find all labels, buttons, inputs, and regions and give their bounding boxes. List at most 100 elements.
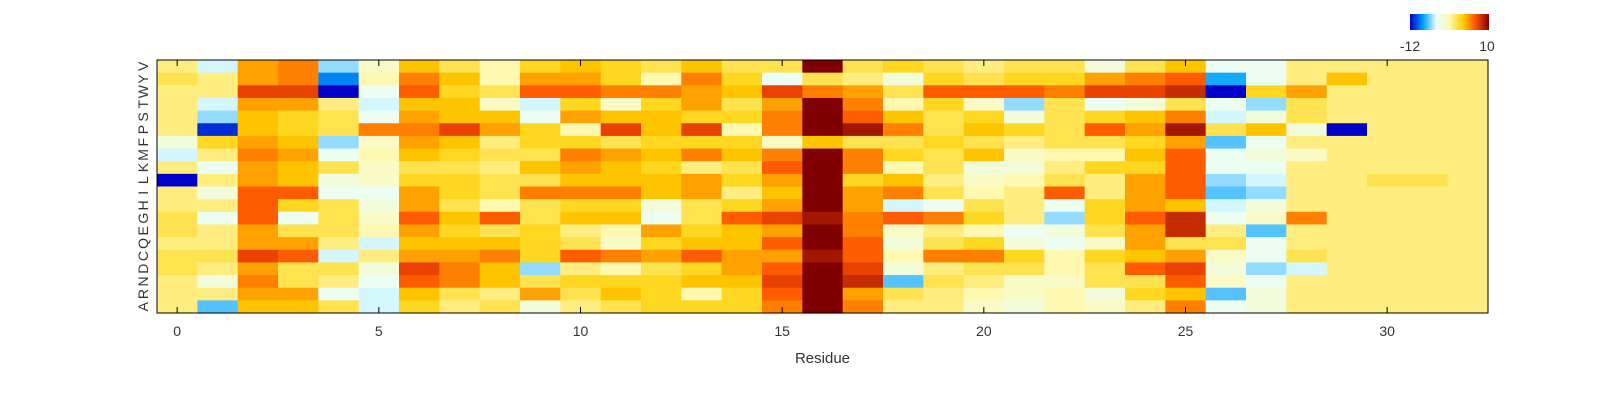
heatmap-cell-E-8 [479, 224, 521, 238]
heatmap-cell-N-26 [1205, 275, 1247, 289]
heatmap-cell-S-30 [1367, 110, 1408, 124]
heatmap-cell-F-24 [1125, 135, 1166, 150]
heatmap-cell-K-19 [923, 161, 965, 175]
heatmap-cell-G-20 [963, 211, 1005, 226]
heatmap-cell-K-5 [358, 161, 400, 175]
heatmap-cell-L-28 [1286, 173, 1328, 188]
heatmap-cell-V-24 [1125, 60, 1166, 74]
heatmap-cell-N-20 [963, 275, 1005, 289]
heatmap-cell-R-22 [1044, 287, 1086, 301]
heatmap-cell-N-24 [1125, 275, 1166, 289]
heatmap-cell-P-26 [1205, 123, 1247, 137]
heatmap-cell-Y-2 [237, 72, 279, 86]
heatmap-cell-D-23 [1084, 262, 1126, 276]
heatmap-cell-T-14 [721, 97, 763, 112]
heatmap-cell-K-25 [1165, 161, 1207, 175]
heatmap-cell-C-9 [520, 249, 561, 263]
heatmap-cell-Y-9 [520, 72, 561, 86]
heatmap-cell-M-4 [318, 148, 360, 162]
heatmap-cell-P-29 [1326, 123, 1368, 137]
x-tick-label-20: 20 [976, 323, 992, 339]
heatmap-cell-H-28 [1286, 199, 1328, 213]
heatmap-cell-S-11 [600, 110, 642, 124]
heatmap-cell-A-7 [439, 300, 481, 314]
heatmap-cell-K-1 [197, 161, 239, 175]
heatmap-cell-L-23 [1084, 173, 1126, 188]
x-tick-label-25: 25 [1178, 323, 1194, 339]
heatmap-cell-H-9 [520, 199, 561, 213]
heatmap-cell-L-27 [1246, 173, 1287, 188]
heatmap-cell-D-0 [157, 262, 198, 276]
heatmap-cell-S-8 [479, 110, 521, 124]
heatmap-cell-V-13 [681, 60, 723, 74]
heatmap-cell-S-21 [1004, 110, 1045, 124]
heatmap-cell-G-31 [1407, 211, 1449, 226]
heatmap-cell-G-15 [762, 211, 803, 226]
heatmap-cell-Q-14 [721, 237, 763, 251]
heatmap-cell-G-24 [1125, 211, 1166, 226]
heatmap-cell-Q-26 [1205, 237, 1247, 251]
heatmap-cell-L-29 [1326, 173, 1368, 188]
heatmap-cell-G-14 [721, 211, 763, 226]
heatmap-cell-G-16 [802, 211, 844, 226]
heatmap-cell-A-30 [1367, 300, 1408, 314]
heatmap-cell-Q-6 [399, 237, 440, 251]
heatmap-cell-Q-21 [1004, 237, 1045, 251]
heatmap-cell-C-29 [1326, 249, 1368, 263]
heatmap-cell-Y-28 [1286, 72, 1328, 86]
heatmap-cell-N-11 [600, 275, 642, 289]
heatmap-cell-M-25 [1165, 148, 1207, 162]
heatmap-cell-L-12 [641, 173, 682, 188]
heatmap-cell-W-17 [842, 85, 884, 99]
heatmap-cell-Q-24 [1125, 237, 1166, 251]
heatmap-cell-L-24 [1125, 173, 1166, 188]
heatmap-cell-F-14 [721, 135, 763, 150]
row-label-K: K [135, 162, 151, 172]
heatmap-cell-I-6 [399, 186, 440, 200]
heatmap-cell-R-5 [358, 287, 400, 301]
heatmap-cell-F-12 [641, 135, 682, 150]
heatmap-cell-N-10 [560, 275, 602, 289]
heatmap-cell-S-6 [399, 110, 440, 124]
heatmap-cell-P-10 [560, 123, 602, 137]
heatmap-cell-H-17 [842, 199, 884, 213]
heatmap-cell-H-22 [1044, 199, 1086, 213]
heatmap-cell-F-30 [1367, 135, 1408, 150]
heatmap-cell-C-6 [399, 249, 440, 263]
heatmap-cell-L-17 [842, 173, 884, 188]
heatmap-cell-C-22 [1044, 249, 1086, 263]
heatmap-cell-F-2 [237, 135, 279, 150]
heatmap-cell-E-27 [1246, 224, 1287, 238]
heatmap-cell-Y-25 [1165, 72, 1207, 86]
heatmap-cell-L-1 [197, 173, 239, 188]
heatmap-cell-A-22 [1044, 300, 1086, 314]
heatmap-cell-R-1 [197, 287, 239, 301]
heatmap-cell-C-32 [1447, 249, 1489, 263]
heatmap-cell-K-0 [157, 161, 198, 175]
heatmap-cell-T-1 [197, 97, 239, 112]
heatmap-cell-R-19 [923, 287, 965, 301]
heatmap-cell-W-24 [1125, 85, 1166, 99]
heatmap-cell-N-30 [1367, 275, 1408, 289]
heatmap-cell-D-32 [1447, 262, 1489, 276]
heatmap-cell-S-16 [802, 110, 844, 124]
heatmap-cell-A-14 [721, 300, 763, 314]
heatmap-cell-Y-32 [1447, 72, 1489, 86]
heatmap-cell-A-21 [1004, 300, 1045, 314]
row-label-C: C [135, 251, 151, 261]
heatmap-cell-C-27 [1246, 249, 1287, 263]
heatmap-cell-F-11 [600, 135, 642, 150]
heatmap-cell-E-6 [399, 224, 440, 238]
heatmap-cell-S-13 [681, 110, 723, 124]
heatmap-cell-L-4 [318, 173, 360, 188]
heatmap-cell-V-22 [1044, 60, 1086, 74]
heatmap-cell-K-2 [237, 161, 279, 175]
heatmap-cell-E-16 [802, 224, 844, 238]
heatmap-cell-D-6 [399, 262, 440, 276]
heatmap-cell-I-31 [1407, 186, 1449, 200]
heatmap-cell-M-7 [439, 148, 481, 162]
heatmap-cell-T-18 [883, 97, 924, 112]
row-label-A: A [135, 301, 151, 311]
heatmap-cell-E-32 [1447, 224, 1489, 238]
